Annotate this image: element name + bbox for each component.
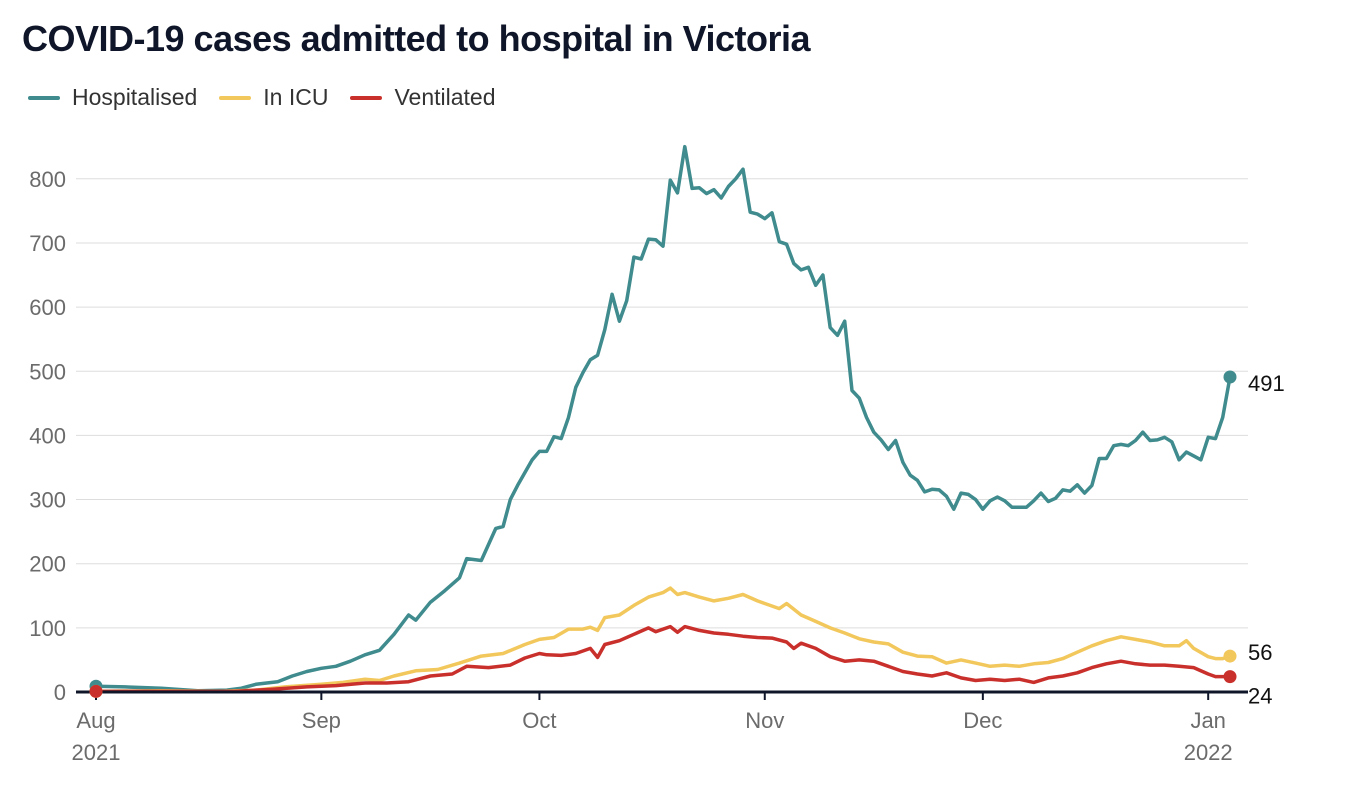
y-tick-label: 200	[29, 552, 66, 577]
series-line-hospitalised	[94, 144, 1232, 693]
x-tick-label-year: 2022	[1184, 740, 1233, 765]
end-label-in-icu: 56	[1248, 640, 1272, 665]
legend-label-ventilated: Ventilated	[394, 84, 496, 110]
legend: Hospitalised In ICU Ventilated	[28, 84, 496, 111]
legend-label-hospitalised: Hospitalised	[72, 84, 198, 110]
x-tick-label: Aug	[76, 708, 115, 733]
y-tick-label: 300	[29, 488, 66, 513]
legend-item-ventilated: Ventilated	[350, 84, 496, 111]
end-marker-ventilated	[1223, 670, 1237, 684]
legend-swatch-ventilated	[350, 95, 383, 100]
legend-item-hospitalised: Hospitalised	[28, 84, 197, 111]
series-line-in-icu	[94, 586, 1232, 694]
series-line-ventilated	[94, 624, 1232, 694]
end-marker-in-icu	[1223, 649, 1237, 663]
x-tick-label: Jan	[1190, 708, 1225, 733]
legend-label-icu: In ICU	[263, 84, 329, 110]
x-tick-label: Sep	[302, 708, 341, 733]
legend-swatch-hospitalised	[28, 95, 60, 100]
y-tick-label: 800	[29, 167, 66, 192]
start-marker-ventilated	[89, 684, 103, 698]
end-label-hospitalised: 491	[1248, 371, 1285, 396]
y-tick-label: 500	[29, 359, 66, 384]
end-marker-hospitalised	[1223, 370, 1237, 384]
y-tick-label: 600	[29, 295, 66, 320]
x-tick-label: Dec	[963, 708, 1002, 733]
y-tick-label: 400	[29, 423, 66, 448]
x-tick-label: Oct	[522, 708, 556, 733]
end-label-ventilated: 24	[1248, 684, 1272, 709]
y-tick-label: 0	[54, 680, 66, 705]
legend-swatch-icu	[219, 95, 252, 100]
chart-title: COVID-19 cases admitted to hospital in V…	[22, 18, 811, 59]
x-tick-label: Nov	[745, 708, 784, 733]
x-tick-label-year: 2021	[72, 740, 121, 765]
y-tick-label: 700	[29, 231, 66, 256]
legend-item-icu: In ICU	[219, 84, 328, 111]
y-tick-label: 100	[29, 616, 66, 641]
